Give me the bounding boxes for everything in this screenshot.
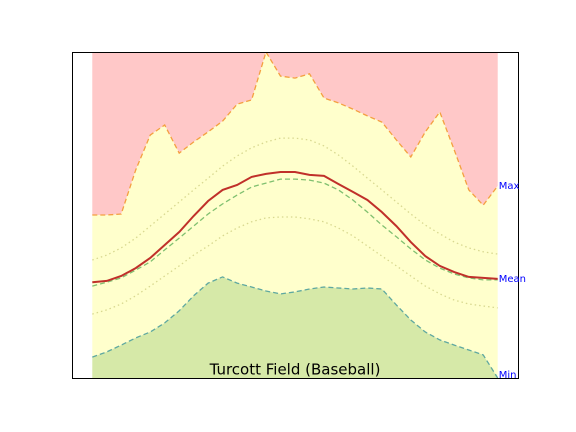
series-label: Max — [499, 181, 520, 192]
area-between — [92, 52, 498, 378]
series-line — [92, 137, 498, 261]
area-above-max — [92, 52, 498, 215]
chart-title: Turcott Field (Baseball) — [209, 361, 381, 379]
area-below-min — [92, 276, 498, 378]
series-line — [92, 276, 499, 379]
series-line — [92, 216, 498, 315]
plot-area — [92, 50, 499, 379]
axes-frame — [72, 52, 519, 379]
series-line — [92, 178, 498, 287]
series-label: Min — [499, 370, 517, 381]
series-label: Mean — [499, 274, 526, 285]
series-line — [92, 50, 499, 216]
series-line — [92, 171, 498, 284]
